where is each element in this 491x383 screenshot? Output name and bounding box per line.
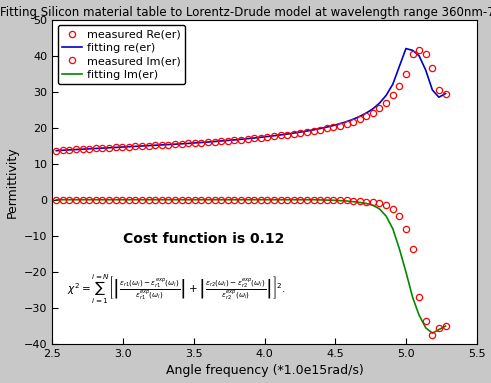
Legend: measured Re(er), fitting re(er), measured Im(er), fitting Im(er): measured Re(er), fitting re(er), measure… [58,25,185,84]
Text: $\chi^2 = \sum_{i=1}^{i=N}\left[\left|\frac{\epsilon_{r1}(\omega_i) - \epsilon_{: $\chi^2 = \sum_{i=1}^{i=N}\left[\left|\f… [67,273,285,306]
Title: Fitting Silicon material table to Lorentz-Drude model at wavelength range 360nm-: Fitting Silicon material table to Lorent… [0,6,491,18]
Text: Cost function is 0.12: Cost function is 0.12 [123,232,285,246]
Y-axis label: Permittivity: Permittivity [5,146,19,218]
X-axis label: Angle frequency (*1.0e15rad/s): Angle frequency (*1.0e15rad/s) [165,365,363,377]
